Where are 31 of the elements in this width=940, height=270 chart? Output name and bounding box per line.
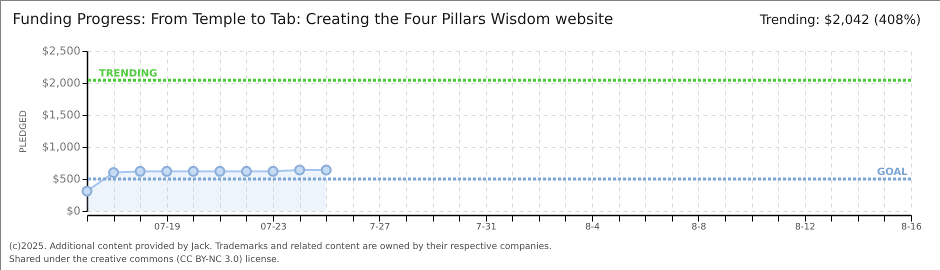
- y-tick-label: $500: [52, 172, 80, 186]
- point: [108, 167, 120, 178]
- x-tick-label: 7-31: [476, 222, 496, 232]
- text: (c)2025. Additional content provided by Jack. Trademarks and related content are owned by their respective companies.: [9, 242, 552, 252]
- x-tick-label: 8-16: [901, 222, 922, 232]
- point: [161, 166, 172, 177]
- x-tick-label: 7-27: [370, 222, 390, 232]
- x-tick-label: 07-19: [154, 222, 181, 232]
- y-axis-title: PLEDGED: [19, 110, 30, 153]
- y-tick-label: $0: [66, 204, 80, 218]
- point: [188, 166, 199, 177]
- point: [241, 166, 252, 177]
- x-tick-label: 8-8: [692, 222, 706, 232]
- ref-line-label: GOAL: [877, 167, 908, 178]
- point: [294, 164, 306, 176]
- text: Shared under the creative commons (CC BY-NC 3.0) license.: [9, 255, 280, 265]
- ref-line-label: TRENDING: [99, 68, 158, 80]
- point: [82, 186, 92, 197]
- point: [134, 166, 146, 177]
- point: [320, 164, 332, 176]
- chart-title: Funding Progress: From Temple to Tab: Creating the Four Pillars Wisdom website: [12, 10, 614, 28]
- y-tick-label: $2,500: [42, 44, 80, 58]
- x-tick-label: 8-4: [585, 222, 600, 232]
- y-tick-label: $2,000: [42, 76, 80, 90]
- x-tick-label: 8-12: [794, 222, 816, 232]
- text: Trending: $2,042 (408%): [760, 13, 921, 28]
- point: [214, 166, 226, 177]
- x-tick-label: 07-23: [260, 222, 287, 232]
- y-tick-label: $1,000: [42, 140, 80, 154]
- point: [268, 166, 279, 177]
- y-tick-label: $1,500: [42, 108, 80, 122]
